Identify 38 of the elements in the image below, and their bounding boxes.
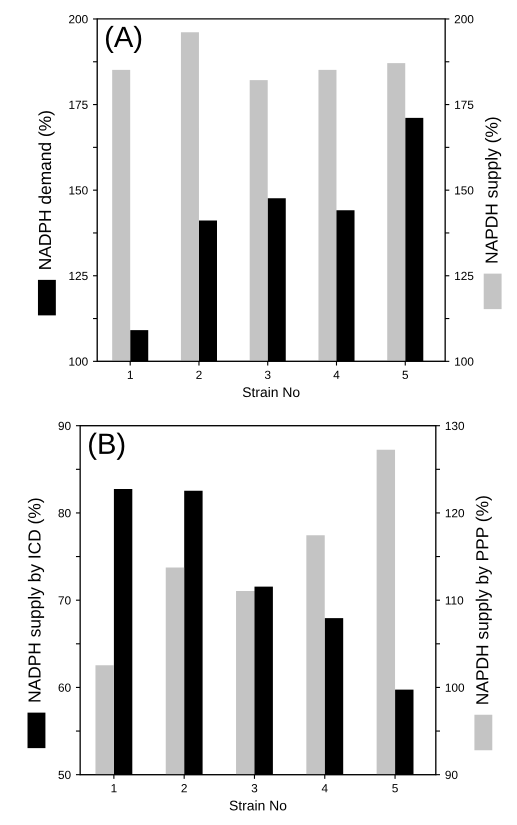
- y2-tick-label: 100: [455, 357, 474, 366]
- y-axis-title: NADPH supply by ICD (%): [28, 498, 44, 702]
- y-tick-label: 100: [69, 357, 88, 366]
- y2-tick-label: 130: [446, 422, 464, 430]
- x-tick-label: 2: [181, 784, 187, 792]
- x-tick-label: 3: [252, 784, 258, 792]
- y2-tick-label: 125: [455, 272, 474, 280]
- y2-tick-label: 120: [446, 508, 464, 518]
- x-tick-label: 4: [322, 784, 328, 792]
- y-tick-label: 200: [69, 15, 88, 24]
- annotation: (A): [106, 26, 142, 53]
- y2-tick-label: 200: [454, 15, 474, 24]
- y2-tick-label: 100: [446, 683, 464, 692]
- x-axis-title: Strain No: [242, 386, 300, 398]
- y-tick-label: 150: [69, 186, 88, 195]
- x-tick-label: 2: [196, 370, 202, 379]
- x-tick-label: 3: [264, 370, 270, 380]
- y2-tick-label: 90: [445, 770, 458, 780]
- y-tick-label: 80: [58, 508, 71, 518]
- y-tick-label: 90: [58, 422, 71, 430]
- x-tick-label: 5: [392, 784, 398, 792]
- y2-tick-label: 110: [446, 596, 464, 605]
- x-axis-title: Strain No: [230, 800, 286, 810]
- y-tick-label: 70: [58, 596, 71, 605]
- x-tick-label: 1: [111, 784, 117, 792]
- x-tick-label: 5: [402, 370, 408, 380]
- x-tick-label: 1: [128, 370, 133, 379]
- annotation: (B): [89, 432, 124, 460]
- y2-tick-label: 175: [455, 100, 474, 109]
- y-tick-label: 60: [58, 683, 71, 692]
- y2-axis-title: NAPDH supply (%): [484, 117, 502, 263]
- x-tick-label: 4: [333, 370, 340, 379]
- y-tick-label: 125: [69, 272, 88, 280]
- y-tick-label: 175: [69, 100, 88, 109]
- y-axis-title: NADPH demand (%): [38, 111, 55, 269]
- y2-tick-label: 150: [455, 186, 474, 195]
- y2-axis-title: NAPDH supply by PPP (%): [476, 496, 492, 704]
- y-tick-label: 50: [58, 770, 71, 780]
